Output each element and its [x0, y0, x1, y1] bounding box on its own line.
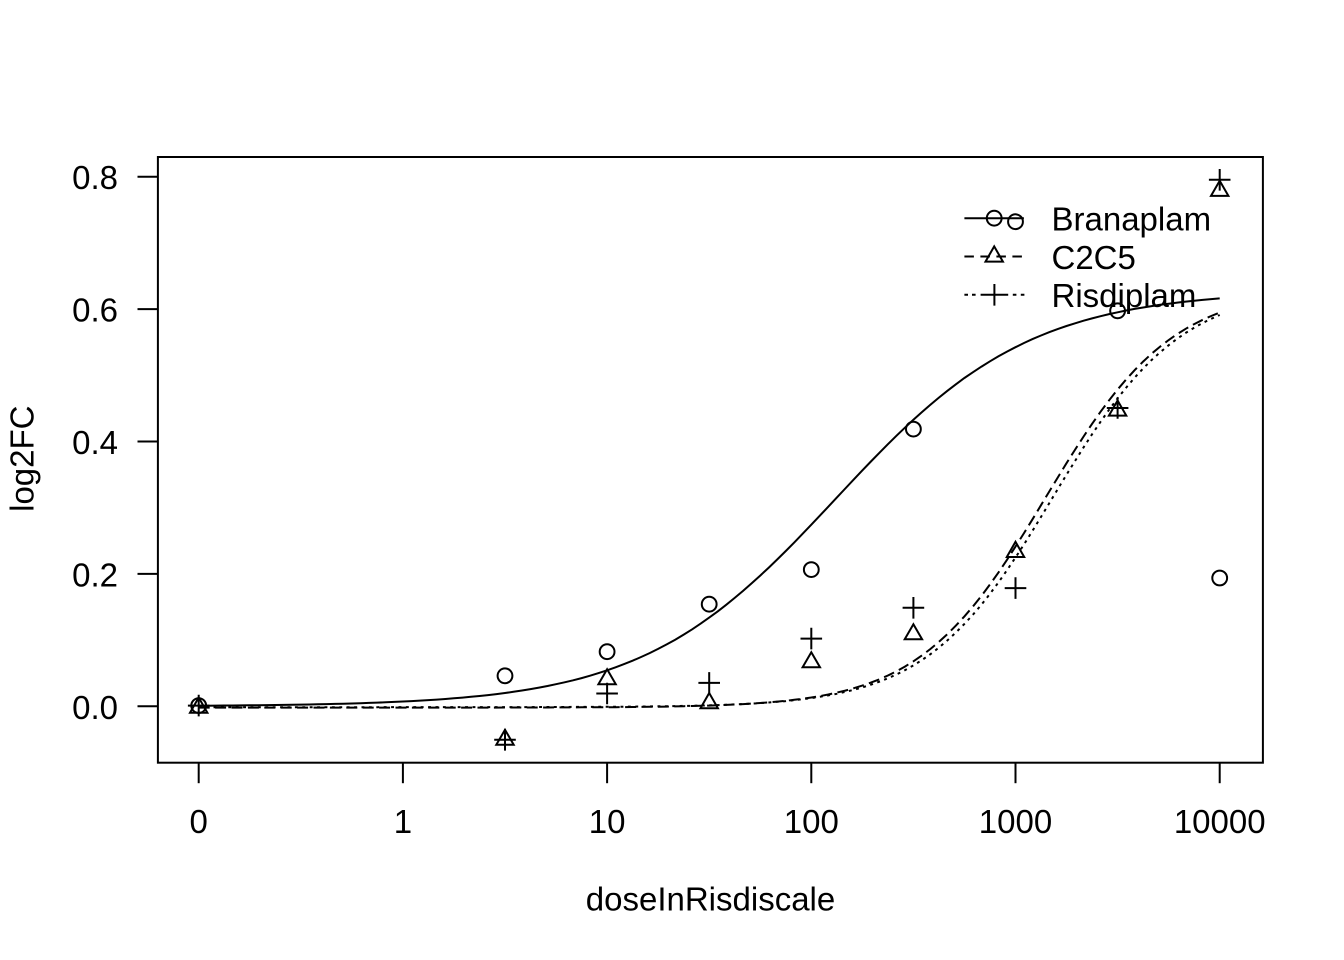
svg-text:1000: 1000 [979, 803, 1052, 840]
svg-text:100: 100 [784, 803, 839, 840]
svg-text:C2C5: C2C5 [1052, 239, 1136, 276]
svg-text:Branaplam: Branaplam [1052, 201, 1212, 238]
svg-text:doseInRisdiscale: doseInRisdiscale [586, 880, 835, 917]
svg-text:0: 0 [190, 803, 208, 840]
svg-text:10: 10 [589, 803, 626, 840]
svg-text:0.4: 0.4 [72, 424, 118, 461]
svg-text:0.8: 0.8 [72, 159, 118, 196]
svg-text:log2FC: log2FC [4, 406, 41, 512]
svg-text:10000: 10000 [1174, 803, 1266, 840]
svg-text:0.0: 0.0 [72, 689, 118, 726]
svg-text:1: 1 [394, 803, 412, 840]
svg-text:0.2: 0.2 [72, 556, 118, 593]
svg-text:0.6: 0.6 [72, 292, 118, 329]
svg-text:Risdiplam: Risdiplam [1052, 277, 1197, 314]
